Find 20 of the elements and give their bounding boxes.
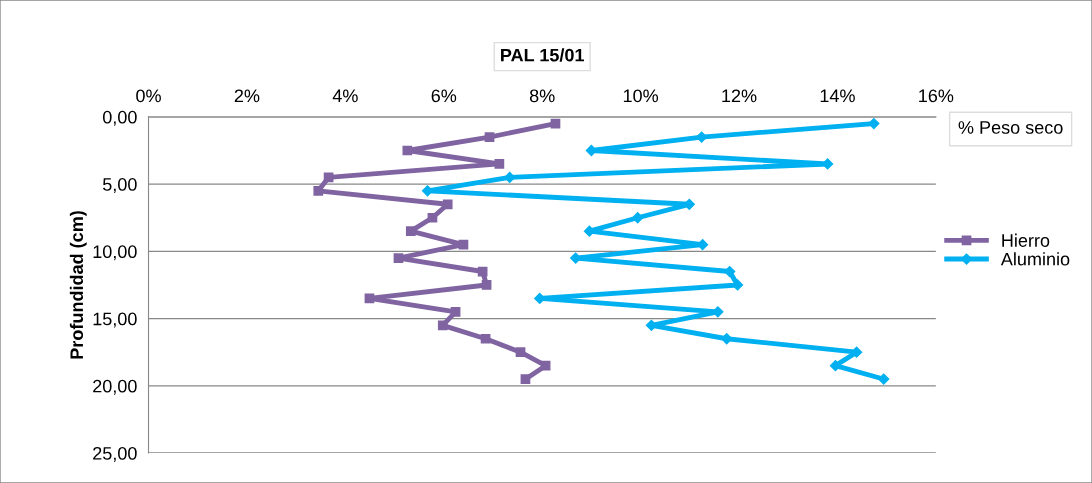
legend-label: Hierro (1002, 233, 1050, 247)
x-tick-label: 4% (332, 89, 358, 103)
x-tick-label: 0% (136, 89, 161, 103)
x-tick-label: 10% (623, 89, 659, 103)
x-tick-label: 8% (529, 89, 555, 103)
y-axis-title: Profundidad (cm) (69, 211, 87, 359)
y-tick-label: 25,00 (93, 446, 137, 462)
y-tick-label: 5,00 (102, 178, 137, 193)
y-tick-label: 15,00 (93, 312, 137, 328)
x-tick-label: 6% (431, 89, 457, 103)
y-tick-label: 10,00 (93, 245, 137, 261)
x-tick-label: 12% (722, 89, 757, 103)
x-tick-label: 2% (234, 89, 260, 103)
x-axis-title: % Peso seco (958, 121, 1063, 134)
chart-title: PAL 15/01 (501, 48, 585, 62)
y-tick-label: 20,00 (93, 379, 137, 395)
legend-label: Aluminio (1000, 252, 1070, 266)
y-tick-label: 0,00 (102, 110, 137, 126)
x-tick-label: 14% (820, 89, 855, 103)
x-tick-label: 16% (919, 89, 954, 103)
